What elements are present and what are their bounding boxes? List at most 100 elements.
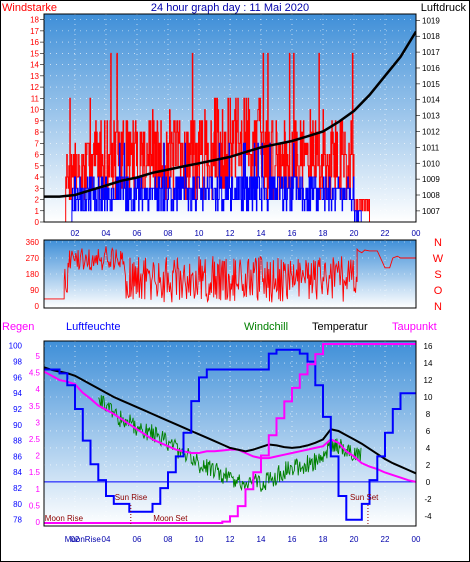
temperature-xtick: 00 [412,535,421,544]
pressure-ytick: 1017 [422,48,440,57]
direction-plot-frame [43,239,417,309]
pressure-ytick: 1014 [422,96,440,105]
humidity-ytick: 100 [9,342,23,351]
wind-ytick: 8 [35,128,40,137]
temperature-xtick: 18 [319,535,328,544]
wind-ytick: 1 [35,207,40,216]
wind-plot-frame [43,13,417,223]
wind-direction-panel: 0 N 90 O 180 S 270 W 360 N [26,237,444,313]
temperature-xtick: 06 [133,535,142,544]
humidity-line [44,348,416,521]
pressure-ytick: 1018 [422,32,440,41]
pressure-ytick: 1015 [422,80,440,89]
wind-ytick: 14 [30,61,39,70]
sun-rise-label: Sun Rise [115,493,148,502]
temperature-xtick: 16 [288,535,297,544]
temperature-ytick: 14 [424,359,433,368]
windchill-line [98,395,362,492]
humidity-ytick: 84 [13,468,22,477]
humidity-ytick: 92 [13,405,22,414]
rain-ytick: 1 [36,485,41,494]
temperature-grid [44,341,417,526]
humidity-ytick: 86 [13,452,22,461]
humidity-ytick: 88 [13,437,22,446]
wind-ytick: 5 [35,162,40,171]
wind-xtick: 14 [257,229,266,238]
wind-pressure-panel: 0123456789101112131415161718100710081009… [2,2,466,238]
compass-label: N [434,301,442,313]
regen-label: Regen [2,321,34,333]
temperature-xtick: 14 [257,535,266,544]
wind-ytick: 3 [35,184,40,193]
chart-title: 24 hour graph day : 11 Mai 2020 [151,2,309,14]
sun-set-label: Sun Set [350,493,379,502]
humidity-ytick: 94 [13,389,22,398]
temperature-ytick: 4 [426,444,431,453]
rain-ytick: 1.5 [29,468,41,477]
wind-xtick: 04 [102,229,111,238]
wind-ytick: 0 [35,218,40,227]
windstarke-label: Windstarke [2,2,57,14]
pressure-ytick: 1016 [422,64,440,73]
wind-ytick: 18 [30,16,39,25]
temperature-humidity-panel: Regen Luftfeuchte Windchill Temperatur T… [2,321,437,544]
wind-ytick: 2 [35,196,40,205]
wind-ytick: 13 [30,72,39,81]
rain-ytick: 4 [36,385,41,394]
compass-label: N [434,237,442,249]
wind-ytick: 15 [30,49,39,58]
compass-label: W [433,253,444,265]
temperature-ytick: 12 [424,376,433,385]
compass-label: S [434,269,441,281]
temperature-ytick: -2 [424,495,432,504]
humidity-ytick: 82 [13,484,22,493]
astro-annotations: Sun Rise Sun Set Moon Rise Moon Set MoonRise [45,493,379,544]
wind-ytick: 12 [30,83,39,92]
wind-xtick: 16 [288,229,297,238]
rain-ytick: 5 [36,352,41,361]
temperature-ytick: 10 [424,393,433,402]
wind-xtick: 12 [226,229,235,238]
temperature-ytick: 0 [426,478,431,487]
direction-ytick: 0 [35,302,40,311]
temperature-xtick: 04 [102,535,111,544]
wind-xtick: 08 [164,229,173,238]
wind-axes: 0123456789101112131415161718100710081009… [30,16,440,238]
humidity-ytick: 78 [13,516,22,525]
direction-ytick: 90 [30,286,39,295]
rain-ytick: 0 [36,518,41,527]
temperature-plot-frame [43,340,417,527]
rain-ytick: 3.5 [29,402,41,411]
rain-ytick: 4.5 [29,369,41,378]
direction-marks [44,246,416,303]
pressure-ytick: 1011 [422,143,440,152]
direction-ytick: 270 [26,254,40,263]
dewpoint-line [44,370,416,483]
direction-ytick: 180 [26,270,40,279]
moon-rise-axis-label: MoonRise [65,535,102,544]
temperature-marks [44,343,416,524]
pressure-ytick: 1019 [422,16,440,25]
wind-marks [44,30,416,222]
temperature-xtick: 08 [164,535,173,544]
wind-xtick: 10 [195,229,204,238]
windchill-label: Windchill [244,321,288,333]
rain-ytick: 2 [36,452,41,461]
rain-ytick: 3 [36,418,41,427]
rain-ytick: 2.5 [29,435,41,444]
taupunkt-label: Taupunkt [392,321,437,333]
temperature-xtick: 12 [226,535,235,544]
luftdruck-label: Luftdruck [421,2,467,14]
temperature-line [44,366,416,475]
pressure-ytick: 1010 [422,159,440,168]
temperature-ytick: -4 [424,512,432,521]
wind-ytick: 6 [35,151,40,160]
moon-set-label: Moon Set [153,514,188,523]
wind-direction-line [44,246,416,303]
temperature-ytick: 16 [424,342,433,351]
luftfeuchte-label: Luftfeuchte [66,321,120,333]
temperatur-label: Temperatur [312,321,368,333]
temperature-ytick: 8 [426,410,431,419]
temperature-xtick: 02 [71,535,80,544]
